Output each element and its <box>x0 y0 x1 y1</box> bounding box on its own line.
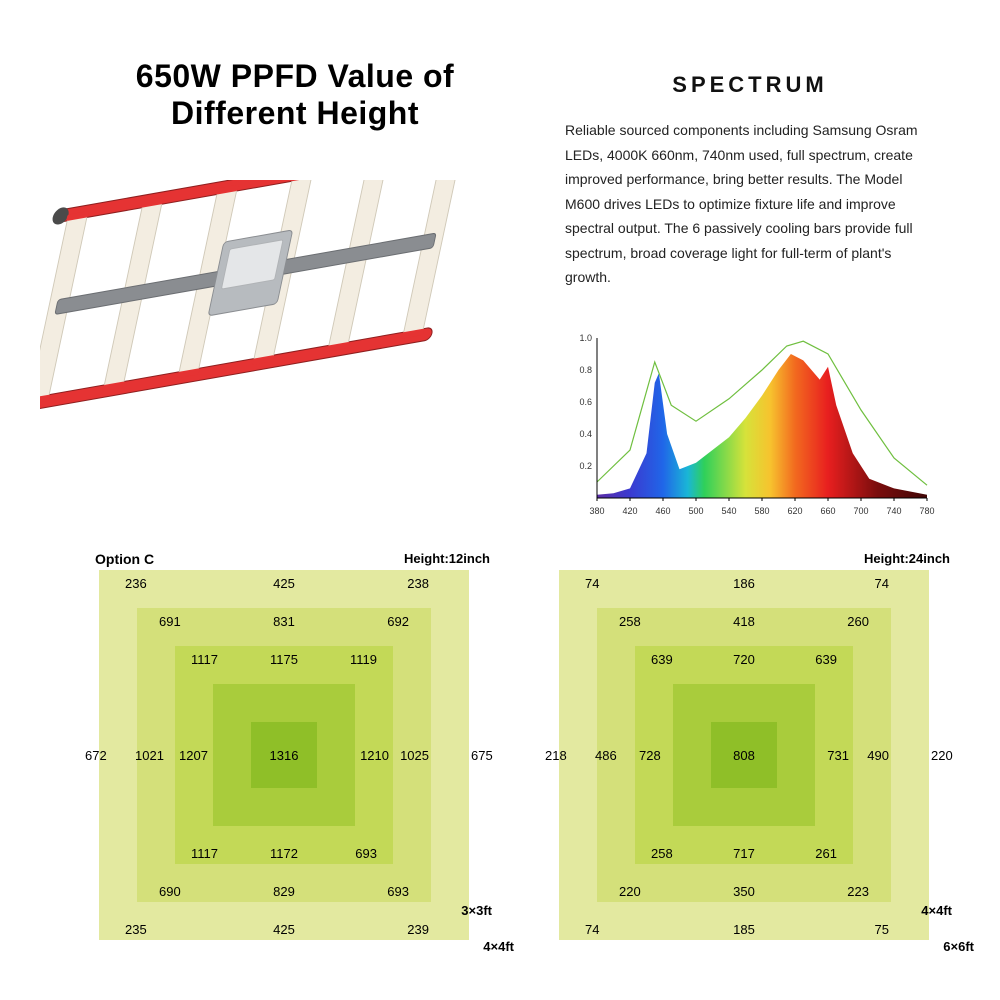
spectrum-chart: 380 420 460 500 540 580 620 660 700 740 780 1.0 0.8 0… <box>565 330 935 520</box>
spectrum-body-text: Reliable sourced components including Sa… <box>565 118 935 290</box>
coverage-outer-12: 4×4ft <box>483 939 514 954</box>
main-title-text: 650W PPFD Value of Different Height <box>136 58 454 131</box>
ppfd-maps-container: 2364252386726752354252396918316921021102… <box>0 570 1000 1000</box>
svg-text:0.4: 0.4 <box>579 429 592 439</box>
svg-text:0.2: 0.2 <box>579 461 592 471</box>
height-label-12: Height:12inch <box>404 551 490 566</box>
svg-text:1.0: 1.0 <box>579 333 592 343</box>
svg-text:500: 500 <box>688 506 703 516</box>
spectrum-heading: SPECTRUM <box>590 72 910 98</box>
height-label-24: Height:24inch <box>864 551 950 566</box>
svg-text:620: 620 <box>787 506 802 516</box>
ppfd-map-24inch: 7418674218220741857525841826048649022035… <box>545 570 970 950</box>
ppfd-map-12inch: 2364252386726752354252396918316921021102… <box>85 570 510 950</box>
coverage-inner-12: 3×3ft <box>461 903 492 918</box>
svg-text:460: 460 <box>655 506 670 516</box>
coverage-outer-24: 6×6ft <box>943 939 974 954</box>
svg-text:0.6: 0.6 <box>579 397 592 407</box>
svg-text:740: 740 <box>886 506 901 516</box>
svg-text:580: 580 <box>754 506 769 516</box>
main-title: 650W PPFD Value of Different Height <box>110 58 480 132</box>
grow-light-fixture-illustration <box>40 180 520 440</box>
svg-text:780: 780 <box>919 506 934 516</box>
option-label: Option C <box>95 551 154 567</box>
svg-text:540: 540 <box>721 506 736 516</box>
svg-text:380: 380 <box>589 506 604 516</box>
svg-text:660: 660 <box>820 506 835 516</box>
coverage-inner-24: 4×4ft <box>921 903 952 918</box>
svg-text:420: 420 <box>622 506 637 516</box>
svg-text:0.8: 0.8 <box>579 365 592 375</box>
svg-text:700: 700 <box>853 506 868 516</box>
